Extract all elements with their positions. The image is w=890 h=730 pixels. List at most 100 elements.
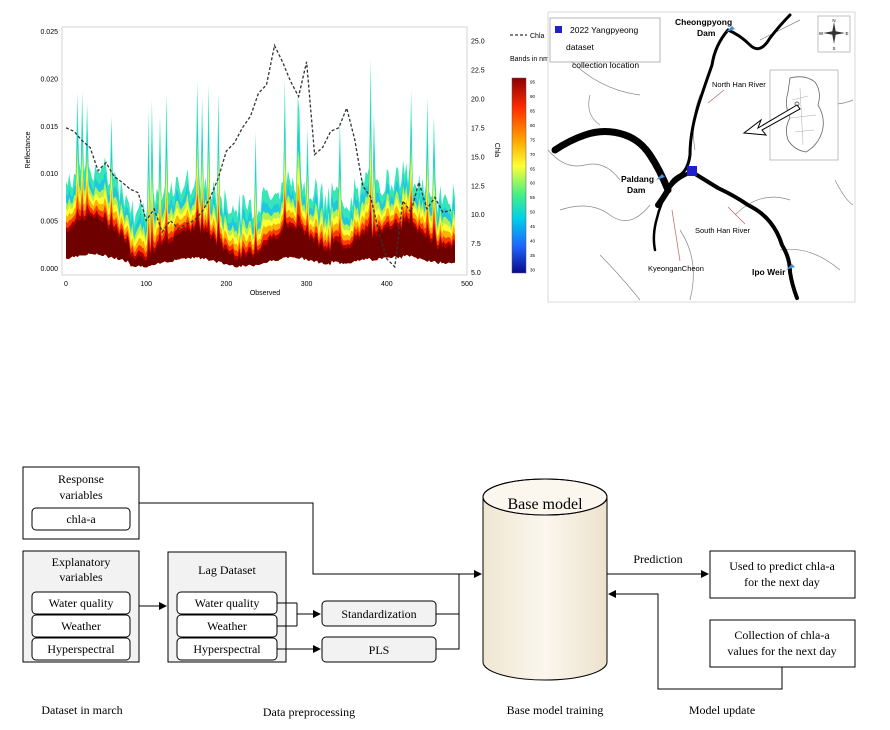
standardization-label: Standardization: [341, 607, 416, 621]
lag-hyperspectral-label: Hyperspectral: [193, 642, 261, 656]
river-map: 2022 Yangpyeong dataset collection locat…: [547, 11, 856, 303]
paldang-label: Paldang: [621, 174, 654, 184]
x-axis-ticks: 0 100 200 300 400 500: [64, 281, 473, 288]
compass-w: W: [819, 31, 824, 36]
flow-connectors: [139, 502, 783, 690]
chla-a-label: chla-a: [66, 512, 96, 526]
flow-diagram: Response variables chla-a Explanatory va…: [22, 466, 856, 719]
x-tick-label: 0: [64, 281, 68, 288]
y2-tick-label: 20.0: [471, 96, 485, 103]
response-title-2: variables: [59, 488, 103, 502]
explanatory-water-quality-label: Water quality: [49, 596, 114, 610]
kyeongan-cheon-label: KyeonganCheon: [648, 264, 704, 273]
lag-dataset-title: Lag Dataset: [198, 563, 256, 577]
colorbar-title: Bands in nm: [510, 56, 549, 63]
compass-icon: N S W E: [817, 15, 851, 53]
spectral-bands-area: [66, 58, 455, 268]
colorbar-tick-label: 35: [530, 253, 536, 258]
ipo-weir-label: Ipo Weir: [752, 267, 786, 277]
prediction-label: Prediction: [633, 552, 682, 566]
caption-model-update: Model update: [689, 703, 755, 717]
x-tick-label: 300: [301, 281, 313, 288]
inset-pointer-arrow-icon: [742, 104, 801, 136]
paldang-dam-marker: [656, 174, 665, 180]
chart-legend: Chla: [510, 33, 545, 40]
explanatory-hyperspectral-label: Hyperspectral: [47, 642, 115, 656]
colorbar-tick-label: 55: [530, 195, 536, 200]
colorbar-tick-label: 85: [530, 108, 536, 113]
paldang-lake-path: [551, 128, 672, 194]
colorbar-tick-label: 65: [530, 166, 536, 171]
collection-location-marker: [687, 166, 697, 176]
y2-tick-label: 25.0: [471, 38, 485, 45]
y2-tick-label: 10.0: [471, 212, 485, 219]
y-axis-label: Reflectance: [25, 131, 32, 168]
colorbar-tick-label: 45: [530, 224, 536, 229]
y-axis-ticks: 0.000 0.005 0.010 0.015 0.020 0.025: [40, 29, 58, 273]
colorbar-tick-label: 40: [530, 239, 536, 244]
caption-dataset-in-march: Dataset in march: [41, 703, 122, 717]
response-title-1: Response: [58, 472, 104, 486]
predict-box-line2: for the next day: [744, 575, 820, 589]
compass-e: E: [845, 31, 848, 36]
chla-line: [65, 43, 452, 269]
spectral-band: [66, 213, 455, 268]
x-axis-label: Observed: [250, 290, 280, 297]
y-tick-label: 0.005: [40, 219, 58, 226]
collect-box-line1: Collection of chla-a: [734, 628, 830, 642]
map-legend-box: [549, 17, 661, 63]
explanatory-hyperspectral-box: [31, 637, 131, 661]
north-han-river-label: North Han River: [712, 80, 766, 89]
caption-data-preprocessing: Data preprocessing: [263, 705, 355, 719]
map-legend-line2: dataset: [566, 42, 595, 52]
y-tick-label: 0.010: [40, 171, 58, 178]
lag-water-quality-label: Water quality: [195, 596, 260, 610]
north-han-pointer: [707, 89, 725, 104]
map-legend-line3: collection location: [572, 60, 639, 70]
x-tick-label: 500: [461, 281, 473, 288]
y2-tick-label: 5.0: [471, 270, 481, 277]
y2-axis-ticks: 5.0 7.5 10.0 12.5 15.0 17.5 20.0 22.5 25.0: [471, 38, 485, 277]
cheongpyong-dam-marker: [726, 26, 735, 32]
colorbar-tick-label: 70: [530, 152, 536, 157]
y-tick-label: 0.000: [40, 266, 58, 273]
cheongpyong-dam-label: Dam: [697, 28, 716, 38]
downstream-river-path: [655, 187, 671, 208]
pls-label: PLS: [369, 643, 390, 657]
collection-next-day-box: [709, 619, 856, 668]
base-model-cylinder: Base model: [482, 478, 608, 681]
response-to-model-arrow: [139, 502, 482, 578]
south-han-pointer: [727, 206, 746, 225]
compass-s: S: [832, 46, 835, 51]
predict-box-line1: Used to predict chla-a: [729, 559, 835, 573]
map-legend-line1: 2022 Yangpyeong: [570, 25, 638, 35]
explanatory-water-quality-box: [31, 591, 131, 615]
colorbar-tick-label: 75: [530, 137, 536, 142]
colorbar-tick-label: 30: [530, 268, 536, 273]
colorbar-ramp: [511, 77, 527, 274]
y2-tick-label: 17.5: [471, 125, 485, 132]
x-tick-label: 200: [221, 281, 233, 288]
y-tick-label: 0.015: [40, 124, 58, 131]
y2-tick-label: 15.0: [471, 154, 485, 161]
y2-tick-label: 7.5: [471, 241, 481, 248]
colorbar-tick-label: 50: [530, 210, 536, 215]
explanatory-weather-box: [31, 614, 131, 638]
chla-a-box: [31, 507, 131, 531]
standardization-to-model: [436, 574, 460, 615]
base-model-label: Base model: [507, 496, 583, 513]
x-tick-label: 400: [381, 281, 393, 288]
colorbar-ticks: 95 90 85 80 75 70 65 60 55 50 45 40 35 30: [530, 80, 536, 273]
predict-next-day-box: [709, 550, 856, 599]
y2-tick-label: 22.5: [471, 67, 485, 74]
caption-base-model-training: Base model training: [507, 703, 604, 717]
explanatory-title-2: variables: [59, 570, 103, 584]
compass-n: N: [832, 18, 835, 23]
colorbar-tick-label: 60: [530, 181, 536, 186]
colorbar: Bands in nm 95 90 85 80 75 70 65 60 55 50 45 40 35 30: [510, 56, 549, 274]
explanatory-title-1: Explanatory: [52, 555, 111, 569]
north-han-river-path: [666, 13, 792, 192]
lag-to-standardization-arrow: [277, 602, 320, 627]
lag-weather-label: Weather: [207, 619, 247, 633]
